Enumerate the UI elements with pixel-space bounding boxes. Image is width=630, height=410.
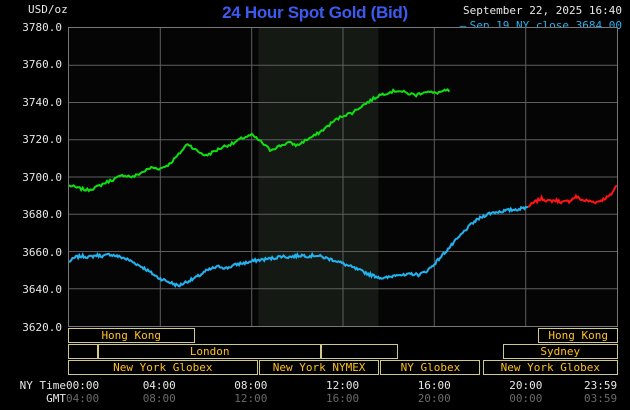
session-row-asia: Hong Kong Hong Kong xyxy=(68,328,619,343)
session-box-new-york-globex: New York Globex xyxy=(482,360,618,375)
quote-timestamp: September 22, 2025 16:40 xyxy=(463,4,622,17)
session-box-hong-kong: Hong Kong xyxy=(68,328,195,343)
session-box-new-york-nymex: New York NYMEX xyxy=(259,360,379,375)
session-box-ny-globex: NY Globex xyxy=(380,360,481,375)
price-plot-area[interactable] xyxy=(68,27,618,327)
price-plot-svg xyxy=(69,28,617,326)
session-row-europe: London Sydney xyxy=(68,344,618,359)
session-box-empty xyxy=(68,344,99,359)
legend-dash-icon: – xyxy=(459,19,467,32)
x-axis-ny-row-label: NY Time xyxy=(19,379,66,392)
y-axis-tick: 3760.0 xyxy=(22,58,62,71)
page-title: 24 Hour Spot Gold (Bid) xyxy=(222,3,408,22)
session-box-hong-kong: Hong Kong xyxy=(538,328,619,343)
x-axis-tick-gmt: 03:59 xyxy=(584,392,618,405)
y-axis-unit-label: USD/oz xyxy=(28,3,68,16)
session-box-sydney: Sydney xyxy=(502,344,618,359)
x-axis-tick-gmt: 20:00 xyxy=(417,392,451,405)
y-axis-tick: 3780.0 xyxy=(22,21,62,34)
session-row-americas: New York Globex New York NYMEX NY Globex Ne… xyxy=(68,360,618,375)
session-box-new-york-globex: New York Globex xyxy=(68,360,258,375)
x-axis-tick-gmt: 00:00 xyxy=(509,392,543,405)
series-line-previous-close xyxy=(69,205,529,288)
y-axis-tick: 3660.0 xyxy=(22,246,62,259)
market-session-bars: Hong Kong Hong Kong London Sydney New York… xyxy=(68,328,619,376)
y-axis-tick: 3620.0 xyxy=(22,321,62,334)
x-axis-tick-ny: 08:00 xyxy=(234,379,268,392)
y-axis-tick: 3720.0 xyxy=(22,133,62,146)
x-axis-gmt-row-label: GMT xyxy=(46,392,66,405)
session-box-empty xyxy=(321,344,398,359)
x-axis-tick-gmt: 12:00 xyxy=(234,392,268,405)
x-axis-tick-ny: 23:59 xyxy=(584,379,618,392)
y-axis-tick: 3700.0 xyxy=(22,171,62,184)
y-axis-tick: 3740.0 xyxy=(22,96,62,109)
x-axis-tick-gmt: 08:00 xyxy=(142,392,176,405)
series-line-last xyxy=(69,87,451,193)
y-axis-tick: 3680.0 xyxy=(22,208,62,221)
session-box-london: London xyxy=(98,344,322,359)
x-axis-tick-ny: 20:00 xyxy=(509,379,543,392)
x-axis-tick-ny: 00:00 xyxy=(66,379,100,392)
x-axis-tick-ny: 12:00 xyxy=(326,379,360,392)
x-axis-tick-ny: 16:00 xyxy=(417,379,451,392)
x-axis-tick-ny: 04:00 xyxy=(142,379,176,392)
y-axis-tick: 3640.0 xyxy=(22,283,62,296)
x-axis-tick-gmt: 04:00 xyxy=(66,392,100,405)
grid-lines xyxy=(69,28,617,326)
series-line-sunday xyxy=(527,184,617,208)
x-axis-tick-gmt: 16:00 xyxy=(326,392,360,405)
